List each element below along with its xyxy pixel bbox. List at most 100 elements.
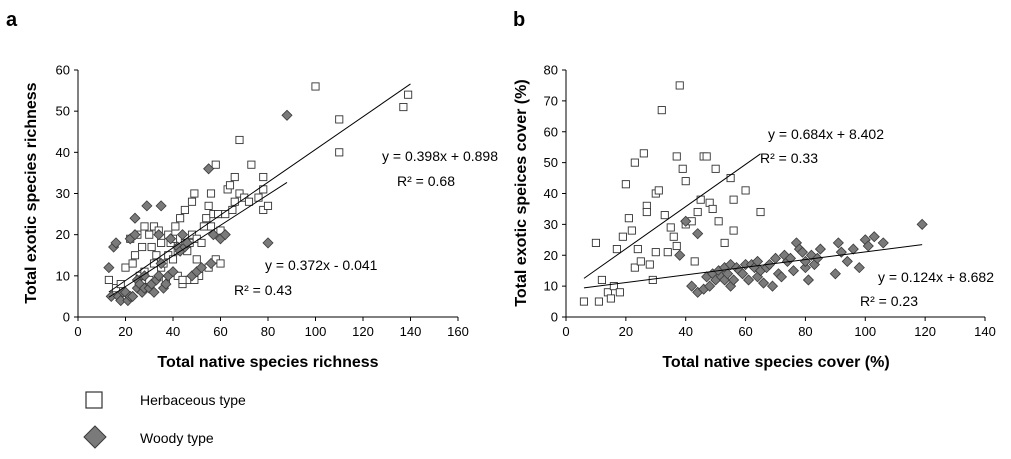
trendline-equation: y = 0.372x - 0.041 — [265, 257, 378, 273]
woody-point — [129, 212, 141, 224]
woody-point — [281, 109, 293, 121]
woody-point — [814, 243, 826, 255]
trendline-r-squared: R² = 0.33 — [760, 150, 818, 166]
herbaceous-point — [254, 193, 263, 202]
woody-point — [155, 200, 167, 212]
herbaceous-point — [672, 152, 681, 161]
y-tick-label: 20 — [544, 248, 558, 263]
herbaceous-point — [176, 214, 185, 223]
herbaceous-point — [206, 189, 216, 198]
herbaceous-point — [633, 245, 642, 254]
woody-point — [141, 200, 153, 212]
y-tick-label: 50 — [56, 104, 70, 119]
herbaceous-point — [696, 195, 705, 204]
y-tick-label: 0 — [63, 310, 70, 325]
herbaceous-point — [235, 135, 244, 145]
herbaceous-point — [741, 186, 750, 195]
herbaceous-point — [708, 204, 717, 213]
woody-trendline — [108, 181, 288, 298]
herbaceous-point — [404, 90, 413, 99]
y-axis-title: Total exotic speices cover (%) — [513, 79, 530, 306]
x-axis-title: Total native species richness — [157, 354, 378, 371]
x-tick-label: 20 — [619, 324, 633, 339]
herbaceous-point — [690, 257, 699, 266]
woody-point — [802, 274, 814, 286]
woody-point — [757, 277, 770, 289]
woody-point — [127, 290, 139, 302]
x-tick-label: 80 — [261, 324, 275, 339]
x-tick-label: 100 — [305, 324, 327, 339]
woody-point — [832, 237, 844, 249]
woody-point — [103, 262, 115, 274]
herbaceous-point — [579, 297, 589, 306]
herbaceous-point — [230, 172, 239, 182]
woody-point — [203, 163, 215, 175]
herbaceous-point — [612, 245, 621, 254]
herbaceous-point — [618, 232, 627, 241]
panel-b-chart: b 0 20 40 60 80 100 120 140 0 10 20 30 40 50 60 70 80 Tota… — [513, 9, 996, 371]
woody-point — [160, 278, 172, 290]
woody-point — [148, 286, 160, 298]
herbaceous-point — [263, 201, 273, 210]
herbaceous-point — [666, 223, 675, 232]
herbaceous-point — [216, 259, 225, 268]
herbaceous-point — [714, 217, 723, 226]
woody-point — [153, 270, 165, 282]
herbaceous-point — [711, 164, 720, 173]
herbaceous-point — [190, 189, 199, 198]
herbaceous-point — [678, 164, 687, 173]
herbaceous-point — [642, 207, 651, 217]
woody-point — [737, 268, 749, 280]
woody-point — [686, 280, 698, 292]
y-tick-label: 40 — [544, 186, 558, 201]
panel-label-a: a — [6, 9, 18, 31]
x-tick-label: 20 — [118, 324, 132, 339]
herbaceous-point — [228, 205, 237, 215]
woody-point — [751, 255, 764, 267]
herbaceous-point — [702, 152, 711, 161]
herbaceous-point — [171, 222, 180, 231]
panel-a-chart: a 0 20 40 60 80 100 120 140 160 0 10 20 30 40 50 60 Total… — [6, 9, 498, 371]
herbaceous-point — [230, 197, 239, 206]
herbaceous-point — [130, 251, 140, 260]
woody-point — [847, 243, 859, 255]
woody-point — [742, 274, 755, 286]
herbaceous-point — [645, 260, 654, 269]
legend: Herbaceous type Woody type — [83, 391, 246, 449]
y-tick-label: 30 — [544, 217, 558, 232]
y-tick-label: 40 — [56, 145, 70, 160]
herbaceous-point — [311, 82, 320, 91]
woody-point — [110, 237, 122, 249]
y-axis-title: Total exotic species richness — [23, 82, 40, 303]
x-tick-label: 40 — [678, 324, 692, 339]
herbaceous-point — [669, 232, 678, 241]
herbaceous-point — [399, 102, 408, 112]
y-tick-label: 30 — [56, 186, 70, 201]
herbaceous-point — [247, 160, 256, 169]
herbaceous-point — [225, 181, 235, 190]
y-tick-label: 80 — [544, 63, 558, 78]
legend-label-woody: Woody type — [140, 430, 214, 446]
woody-point — [165, 233, 177, 245]
y-tick-label: 10 — [544, 279, 558, 294]
herbaceous-point — [648, 275, 657, 285]
herbaceous-point — [104, 275, 113, 285]
herbaceous-point — [111, 284, 121, 293]
herbaceous-point — [675, 81, 684, 90]
herbaceous-point — [756, 207, 765, 217]
trendline-r-squared: R² = 0.43 — [234, 282, 292, 298]
woody-point — [704, 280, 716, 292]
woody-point — [766, 280, 779, 292]
herbaceous-point — [672, 241, 681, 251]
trendline-equation: y = 0.684x + 8.402 — [768, 126, 884, 142]
herbaceous-point — [729, 226, 738, 235]
herbaceous-point — [168, 255, 178, 264]
woody-point — [829, 268, 841, 280]
legend-diamond-marker — [83, 425, 107, 449]
legend-label-herbaceous: Herbaceous type — [140, 392, 246, 408]
woody-point — [674, 249, 686, 261]
woody-point — [775, 271, 788, 283]
herbaceous-point — [729, 195, 738, 204]
x-tick-label: 0 — [562, 324, 569, 339]
